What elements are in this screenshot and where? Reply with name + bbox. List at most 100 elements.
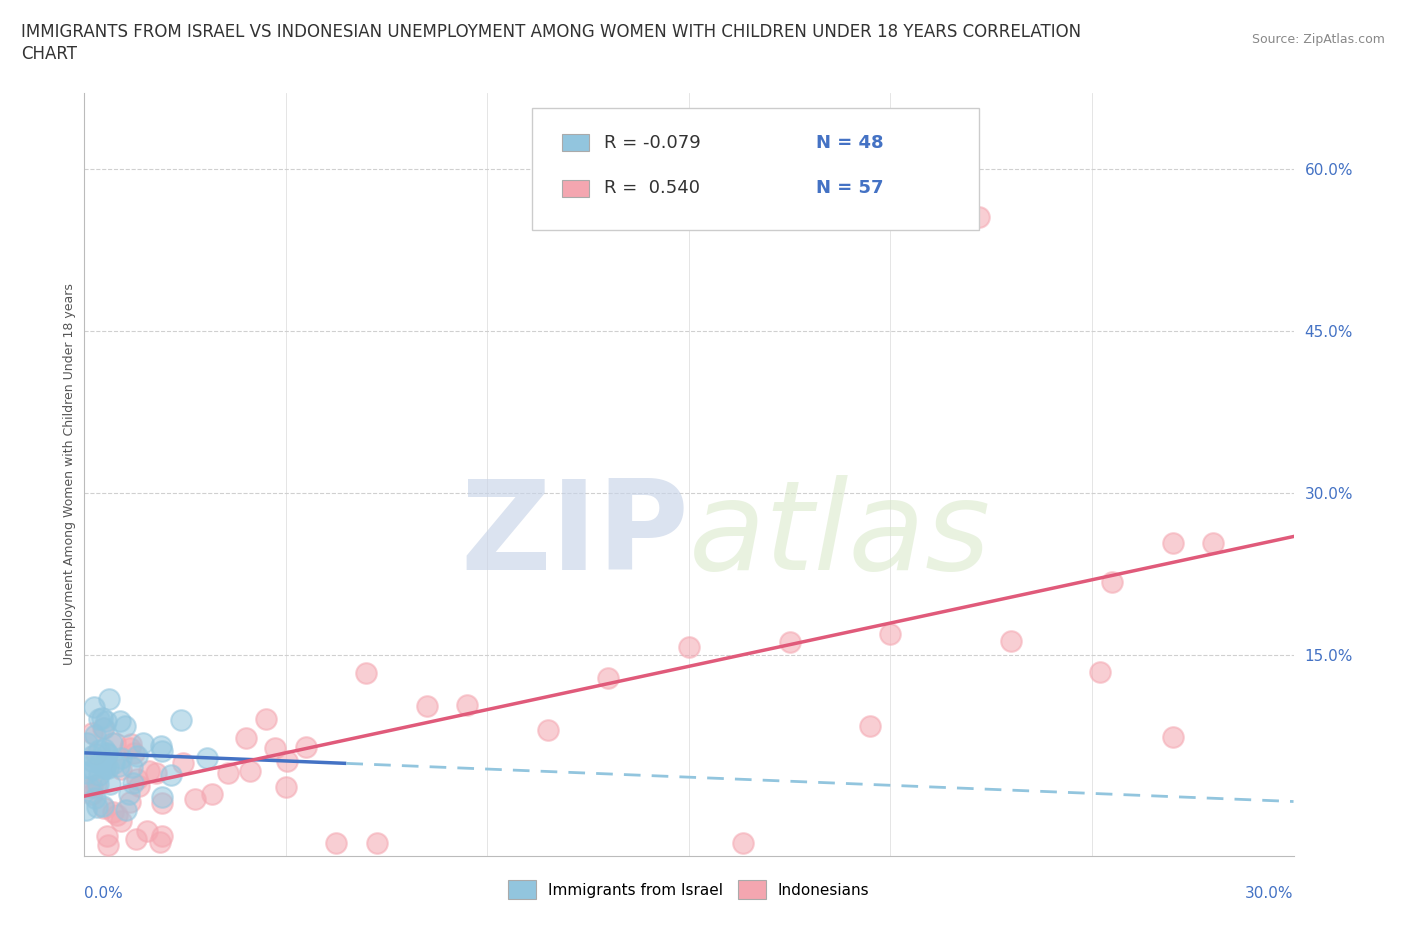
Point <box>76 760 98 775</box>
Point <box>89 768 111 783</box>
Point <box>91 799 114 814</box>
Point <box>93 741 115 756</box>
Point <box>1000 633 1022 648</box>
Point <box>120 737 142 751</box>
Point <box>110 813 132 828</box>
Point <box>118 740 141 755</box>
Bar <box>562 134 589 151</box>
Point <box>136 823 159 838</box>
Point <box>263 740 285 755</box>
Point <box>1101 574 1123 589</box>
Point <box>108 759 131 774</box>
Point <box>87 777 110 791</box>
Point <box>94 713 117 728</box>
Point <box>80 749 103 764</box>
Point <box>1161 536 1184 551</box>
Point <box>104 736 127 751</box>
Point <box>150 790 173 804</box>
FancyBboxPatch shape <box>531 108 979 231</box>
Point <box>84 747 107 762</box>
Point <box>83 727 105 742</box>
Point <box>149 834 172 849</box>
Point <box>201 787 224 802</box>
Text: ZIP: ZIP <box>460 475 689 596</box>
Text: 0.0%: 0.0% <box>84 886 124 901</box>
Text: IMMIGRANTS FROM ISRAEL VS INDONESIAN UNEMPLOYMENT AMONG WOMEN WITH CHILDREN UNDE: IMMIGRANTS FROM ISRAEL VS INDONESIAN UNE… <box>21 23 1081 41</box>
Point <box>103 804 125 819</box>
Point <box>84 778 107 793</box>
Point <box>150 796 173 811</box>
Point <box>93 760 115 775</box>
Point <box>75 803 97 817</box>
Point <box>122 775 145 790</box>
Text: atlas: atlas <box>689 475 991 596</box>
Text: Source: ZipAtlas.com: Source: ZipAtlas.com <box>1251 33 1385 46</box>
Point <box>82 787 104 802</box>
Point <box>93 720 115 735</box>
Point <box>100 736 122 751</box>
Point <box>779 634 801 649</box>
Point <box>121 760 143 775</box>
Point <box>89 756 111 771</box>
Point <box>91 721 114 736</box>
Point <box>1161 729 1184 744</box>
Point <box>125 832 148 847</box>
Point <box>87 743 110 758</box>
Point <box>118 795 141 810</box>
Point <box>82 762 104 777</box>
Point <box>86 800 108 815</box>
Point <box>103 756 125 771</box>
Text: N = 48: N = 48 <box>815 134 883 152</box>
Point <box>125 771 148 786</box>
Point <box>197 751 219 765</box>
Point <box>82 754 104 769</box>
Point <box>859 718 882 733</box>
Text: N = 57: N = 57 <box>815 179 883 197</box>
Point <box>84 790 107 805</box>
Point <box>967 210 990 225</box>
Legend: Immigrants from Israel, Indonesians: Immigrants from Israel, Indonesians <box>502 874 876 905</box>
Point <box>879 627 901 642</box>
Text: R =  0.540: R = 0.540 <box>605 179 700 197</box>
Point <box>110 751 132 766</box>
Point <box>96 745 118 760</box>
Point <box>94 758 117 773</box>
Point <box>145 766 167 781</box>
Point <box>678 639 700 654</box>
Point <box>108 713 131 728</box>
Y-axis label: Unemployment Among Women with Children Under 18 years: Unemployment Among Women with Children U… <box>63 284 76 665</box>
Point <box>132 736 155 751</box>
Point <box>235 730 257 745</box>
Point <box>125 749 148 764</box>
Text: R = -0.079: R = -0.079 <box>605 134 702 152</box>
Text: 30.0%: 30.0% <box>1246 886 1294 901</box>
Point <box>170 712 193 727</box>
Point <box>114 719 136 734</box>
Point <box>97 761 120 776</box>
Point <box>76 765 98 780</box>
Point <box>325 835 347 850</box>
Point <box>128 778 150 793</box>
Point <box>114 803 136 817</box>
Point <box>274 779 297 794</box>
Point <box>159 768 181 783</box>
Point <box>150 743 173 758</box>
Point <box>598 671 620 685</box>
Point <box>90 711 112 725</box>
Point <box>96 746 118 761</box>
Point <box>89 711 111 726</box>
Point <box>217 765 239 780</box>
Point <box>96 829 118 844</box>
Point <box>76 736 98 751</box>
Point <box>537 723 560 737</box>
Point <box>149 738 172 753</box>
Point <box>93 761 115 776</box>
Point <box>184 791 207 806</box>
Point <box>77 779 100 794</box>
Point <box>118 787 141 802</box>
Point <box>82 725 104 740</box>
Point <box>97 837 120 852</box>
Point <box>1088 664 1111 679</box>
Point <box>172 756 194 771</box>
Point <box>110 761 132 776</box>
